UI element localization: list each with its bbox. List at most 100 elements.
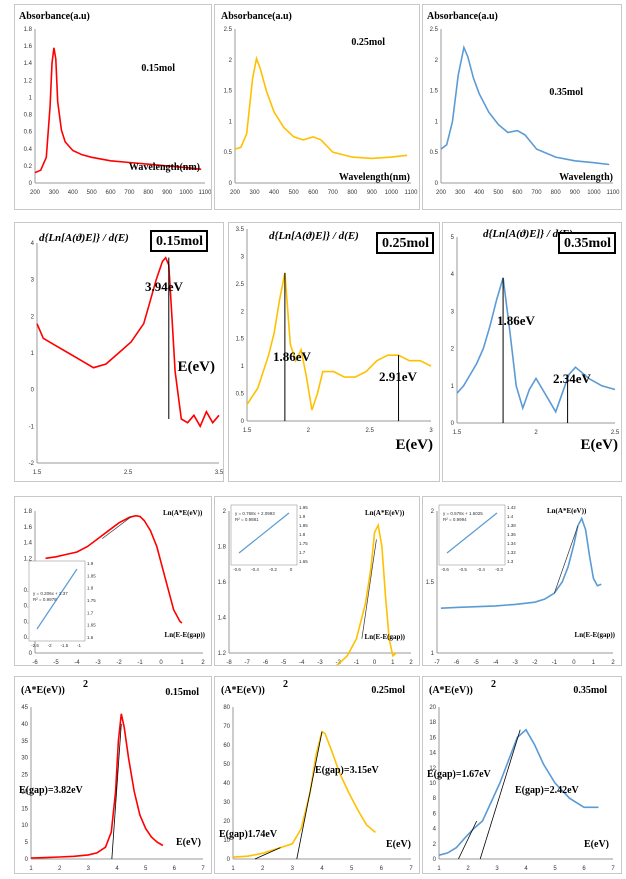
y-tick-label: -1	[29, 424, 35, 430]
y-tick-label: 1.4	[24, 541, 33, 547]
y-tick-label: 3	[451, 309, 455, 315]
x-tick-label: 800	[347, 190, 358, 196]
x-tick-label: 400	[68, 190, 79, 196]
x-tick-label: 1	[391, 660, 395, 665]
y-tick-label: 1.5	[236, 337, 245, 343]
inset-y-tick-label: 1.75	[87, 598, 96, 603]
x-tick-label: 700	[124, 190, 135, 196]
concentration-label: 0.25mol	[371, 685, 405, 696]
y-tick-label: 2	[223, 509, 227, 515]
x-tick-label: 2	[611, 660, 615, 665]
peak-energy-label: 1.86eV	[497, 313, 536, 328]
inset-y-tick-label: 1.36	[507, 532, 516, 537]
y-tick-label: 1.6	[24, 44, 33, 50]
x-tick-label: 4	[320, 866, 324, 872]
y-tick-label: 0.6	[24, 604, 33, 610]
x-tick-label: 2	[58, 866, 62, 872]
x-tick-label: 5	[350, 866, 354, 872]
absorbance-panel-3: 200 300 400 500 600 700 800 900 1000 1100 0 0.5 1 1.5…	[422, 4, 622, 210]
y-tick-label: 30	[21, 756, 28, 762]
concentration-label: 0.15mol	[156, 234, 203, 249]
y-tick-label: 0.4	[24, 619, 33, 625]
x-axis-label: Ln(E-E(gap))	[165, 631, 206, 639]
inset-y-tick-label: 1.65	[87, 623, 96, 628]
x-tick-label: 300	[455, 190, 466, 196]
x-tick-label: -5	[53, 660, 59, 665]
tauc-chart-3: 1 2 3 4 5 6 702468101214161820(A*E(eV))2E(eV)0…	[427, 679, 615, 872]
y-tick-label: 3	[241, 254, 245, 260]
y-tick-label: 14	[429, 751, 436, 757]
inset-x-tick-label: -0.6	[233, 567, 241, 572]
x-tick-label: -4	[299, 660, 305, 665]
y-tick-label: 3	[31, 278, 35, 284]
x-tick-label: 2.5	[124, 470, 133, 476]
x-tick-label: 3	[429, 428, 433, 434]
y-tick-label: 10	[429, 781, 436, 787]
x-tick-label: 7	[611, 866, 615, 872]
y-tick-label: 0	[227, 857, 231, 863]
x-tick-label: -2	[532, 660, 538, 665]
data-series-line	[232, 730, 376, 858]
inset-equation: y = 0.768x + 2.0993	[235, 511, 275, 516]
y-axis-label: Ln(A*E(eV))	[365, 509, 405, 517]
x-tick-label: 800	[551, 190, 562, 196]
x-axis-label: Wavelength(nm)	[339, 172, 410, 183]
y-axis-label: Ln(A*E(eV))	[163, 509, 203, 517]
absorbance-chart-1: 200 300 400 500 600 700 800 900 1000 1100 0 0.2 0.4 0…	[19, 11, 211, 196]
y-tick-label: 0	[241, 419, 245, 425]
data-series-line	[30, 713, 164, 859]
x-tick-label: 900	[570, 190, 581, 196]
x-tick-label: 500	[493, 190, 504, 196]
inset-x-tick-label: -2.5	[31, 643, 39, 648]
x-tick-label: 4	[115, 866, 119, 872]
x-tick-label: 1.5	[243, 428, 252, 434]
x-axis-label: Wavelength)	[559, 172, 613, 183]
absorbance-panel-2: 200 300 400 500 600 700 800 900 1000 1100 0 0.5 1 1.5…	[214, 4, 420, 210]
tangent-line	[361, 539, 377, 639]
x-tick-label: 300	[250, 190, 261, 196]
data-series-line	[34, 47, 202, 174]
y-tick-label: 0.6	[24, 130, 33, 136]
y-tick-label: 1.5	[426, 580, 435, 586]
data-series-line	[246, 272, 432, 411]
y-tick-label: 45	[21, 705, 28, 711]
inset-equation: y = 0.578x + 1.6025	[443, 511, 483, 516]
y-tick-label: 40	[223, 781, 230, 787]
y-axis-label: Ln(A*E(eV))	[547, 507, 587, 515]
absorbance-chart-2: 200 300 400 500 600 700 800 900 1000 1100 0 0.5 1 1.5…	[221, 11, 418, 196]
x-tick-label: -3	[317, 660, 323, 665]
y-tick-label: 20	[21, 789, 28, 795]
y-tick-label: 1	[431, 651, 435, 657]
y-tick-label: 0.2	[24, 164, 33, 170]
x-axis-label: E(eV)	[581, 437, 619, 453]
y-tick-label: 1	[31, 351, 35, 357]
x-tick-label: 3.5	[215, 470, 223, 476]
x-tick-label: 4	[524, 866, 528, 872]
y-tick-label: 1.8	[24, 509, 33, 515]
band-gap-label: E(gap)1.74eV	[219, 829, 278, 840]
x-tick-label: -1	[552, 660, 558, 665]
x-tick-label: 700	[328, 190, 339, 196]
x-tick-label: 2.5	[611, 430, 620, 436]
inset-x-tick-label: -1.5	[60, 643, 68, 648]
y-axis-label: (A*E(eV))	[21, 685, 65, 696]
concentration-label: 0.15mol	[141, 63, 175, 74]
concentration-label: 0.25mol	[382, 236, 429, 251]
y-axis-label-superscript: 2	[83, 679, 88, 690]
y-tick-label: 1.5	[224, 89, 233, 95]
concentration-box	[558, 232, 616, 254]
ln-plot-panel-3: -7 -6 -5 -4 -3 -2 -1 0 1 2 1 1.5 2 Ln(A*E(eV)) Ln(E-E(…	[422, 496, 622, 666]
inset-y-tick-label: 1.75	[299, 541, 308, 546]
x-tick-label: -8	[226, 660, 232, 665]
y-tick-label: 0	[25, 857, 29, 863]
inset-x-tick-label: -0.4	[477, 567, 485, 572]
y-tick-label: 1.2	[24, 78, 33, 84]
peak-energy-label: 2.34eV	[553, 371, 592, 386]
y-tick-label: 4	[433, 827, 437, 833]
y-axis-label: Absorbance(a.u)	[19, 11, 90, 22]
x-tick-label: 6	[173, 866, 177, 872]
inset-y-tick-label: 1.7	[87, 610, 94, 615]
x-tick-label: 200	[30, 190, 41, 196]
x-axis-label: Ln(E-E(gap))	[365, 633, 406, 641]
